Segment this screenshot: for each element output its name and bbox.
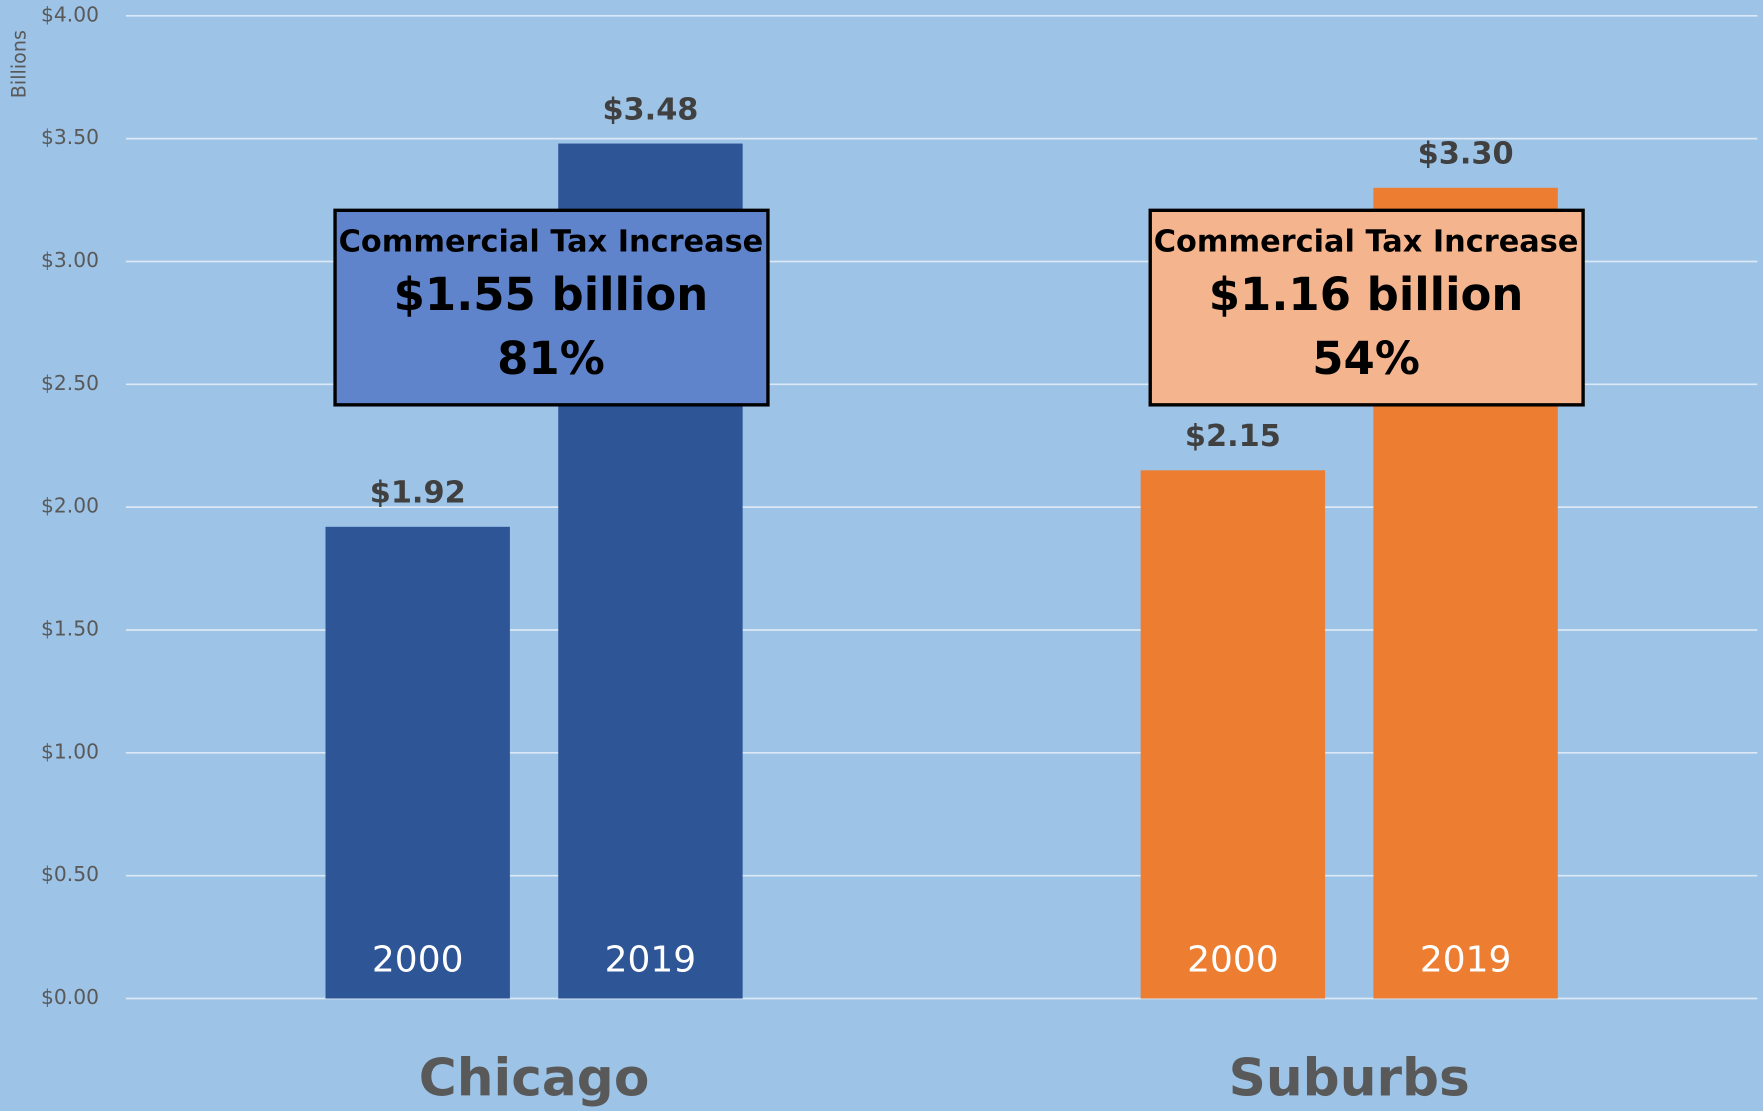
- value-label: $3.48: [602, 92, 698, 127]
- y-axis-label: Billions: [8, 30, 31, 98]
- y-tick-label: $0.50: [41, 862, 99, 886]
- annotation-text: Commercial Tax Increase: [1154, 224, 1579, 259]
- y-tick-label: $0.00: [41, 985, 99, 1009]
- series-label: 2019: [605, 939, 697, 980]
- y-tick-label: $3.00: [41, 248, 99, 272]
- series-label: 2000: [1187, 939, 1279, 980]
- annotation-box: [333, 208, 770, 407]
- y-tick-label: $2.00: [41, 494, 99, 518]
- bar: [325, 526, 510, 999]
- annotation-text: 54%: [1312, 332, 1420, 385]
- series-label: 2000: [372, 939, 464, 980]
- category-label: Chicago: [419, 1049, 650, 1109]
- value-label: $3.30: [1418, 137, 1514, 172]
- value-label: $1.92: [370, 476, 466, 511]
- category-label: Suburbs: [1229, 1049, 1470, 1109]
- y-tick-label: $3.50: [41, 125, 99, 149]
- bar: [1140, 470, 1326, 999]
- y-tick-label: $1.00: [41, 739, 99, 763]
- annotation-text: Commercial Tax Increase: [339, 224, 764, 259]
- annotation-text: $1.55 billion: [394, 268, 709, 321]
- y-tick-label: $4.00: [41, 2, 99, 26]
- y-tick-label: $2.50: [41, 371, 99, 395]
- y-tick-label: $1.50: [41, 616, 99, 640]
- value-label: $2.15: [1185, 419, 1281, 454]
- annotation-box: [1148, 208, 1585, 407]
- annotation-text: 81%: [497, 332, 605, 385]
- annotation-text: $1.16 billion: [1209, 268, 1524, 321]
- series-label: 2019: [1420, 939, 1512, 980]
